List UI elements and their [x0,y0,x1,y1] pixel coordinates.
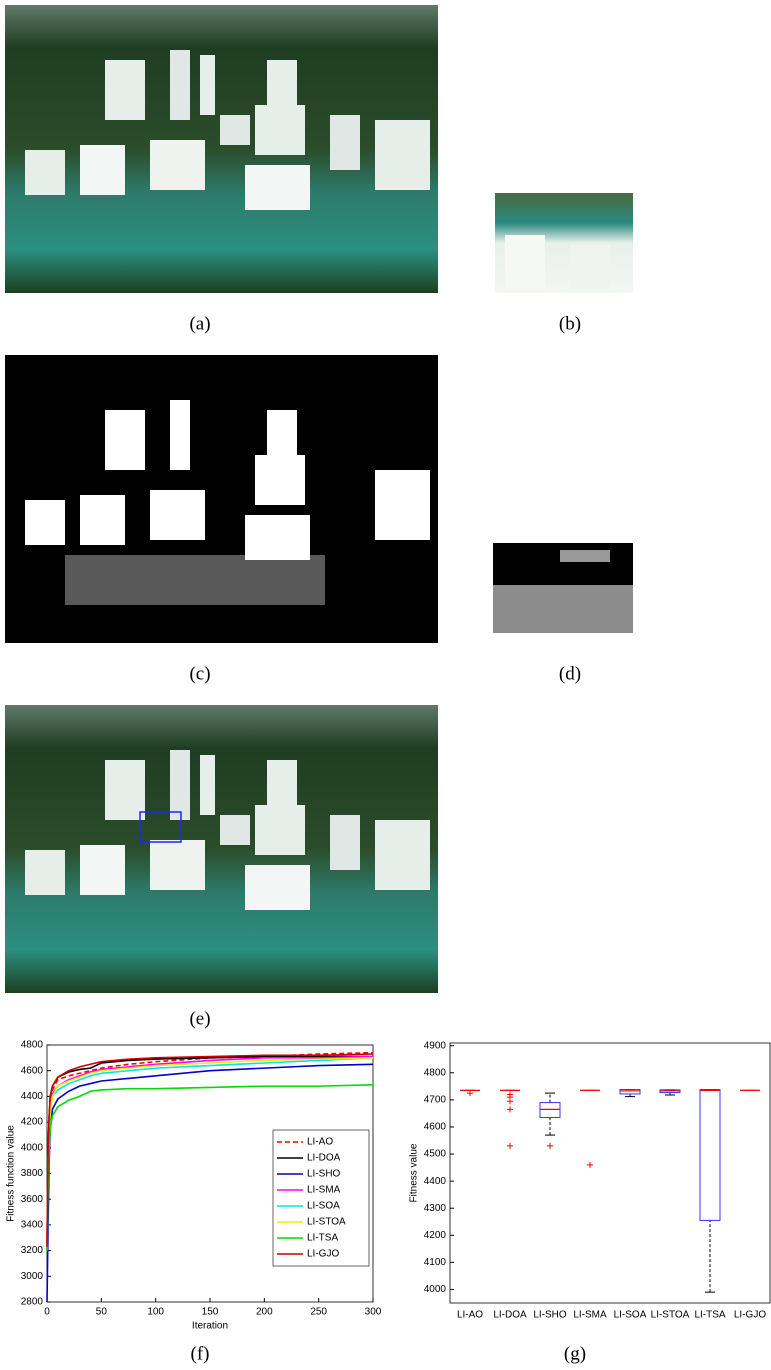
y-tick-label: 4100 [424,1257,447,1268]
x-tick-label: 50 [96,1307,108,1318]
y-tick-label: 2800 [21,1297,44,1308]
x-axis-label: Iteration [192,1321,228,1332]
photo-b [495,193,633,293]
x-tick-label: LI-SHO [533,1310,567,1321]
x-tick-label: LI-SMA [573,1310,607,1321]
legend-label: LI-TSA [307,1233,338,1244]
x-tick-label: 100 [147,1307,164,1318]
legend-label: LI-STOA [307,1217,346,1228]
legend-label: LI-SMA [307,1185,341,1196]
y-tick-label: 4400 [424,1176,447,1187]
x-tick-label: LI-DOA [493,1310,527,1321]
legend-label: LI-SOA [307,1201,340,1212]
x-tick-label: LI-STOA [651,1310,690,1321]
y-axis-label: Fitness value [409,1143,420,1202]
y-tick-label: 4600 [21,1065,44,1076]
y-tick-label: 3000 [21,1271,44,1282]
y-tick-label: 4900 [424,1040,447,1051]
y-tick-label: 4200 [424,1230,447,1241]
x-tick-label: LI-TSA [694,1310,725,1321]
legend-label: LI-GJO [307,1249,339,1260]
plot-frame [450,1043,770,1303]
photo-a [5,5,438,293]
y-tick-label: 4700 [424,1095,447,1106]
x-tick-label: 300 [365,1307,382,1318]
y-tick-label: 3400 [21,1220,44,1231]
y-tick-label: 3600 [21,1194,44,1205]
panel-label: (b) [559,313,581,334]
y-tick-label: 4500 [424,1149,447,1160]
y-tick-label: 4800 [424,1067,447,1078]
y-tick-label: 3800 [21,1168,44,1179]
x-tick-label: 0 [44,1307,50,1318]
x-tick-label: LI-GJO [734,1310,766,1321]
x-tick-label: 250 [310,1307,327,1318]
y-tick-label: 4800 [21,1040,44,1051]
x-tick-label: LI-AO [457,1310,483,1321]
legend-box [273,1130,369,1266]
x-tick-label: 200 [256,1307,273,1318]
x-tick-label: 150 [202,1307,219,1318]
binary-d [493,543,633,633]
y-axis-label: Fitness function value [6,1125,17,1222]
panel-label: (d) [559,663,581,684]
panel-label: (e) [189,1008,210,1029]
y-tick-label: 4000 [21,1142,44,1153]
y-tick-label: 4600 [424,1122,447,1133]
y-tick-label: 4300 [424,1203,447,1214]
figure: (a) (b) (c) (d) (e) (f) (g) 280030003200… [0,0,771,1370]
legend-label: LI-SHO [307,1169,341,1180]
y-tick-label: 4000 [424,1284,447,1295]
y-tick-label: 3200 [21,1245,44,1256]
x-tick-label: LI-SOA [614,1310,647,1321]
y-tick-label: 4200 [21,1117,44,1128]
photo-e [5,705,438,993]
y-tick-label: 4400 [21,1091,44,1102]
panel-label: (g) [564,1343,586,1364]
legend-label: LI-DOA [307,1153,341,1164]
panel-label: (c) [189,663,210,684]
binary-c [5,355,438,643]
panel-label: (a) [189,313,210,334]
legend-label: LI-AO [307,1137,333,1148]
panel-label: (f) [191,1343,210,1364]
